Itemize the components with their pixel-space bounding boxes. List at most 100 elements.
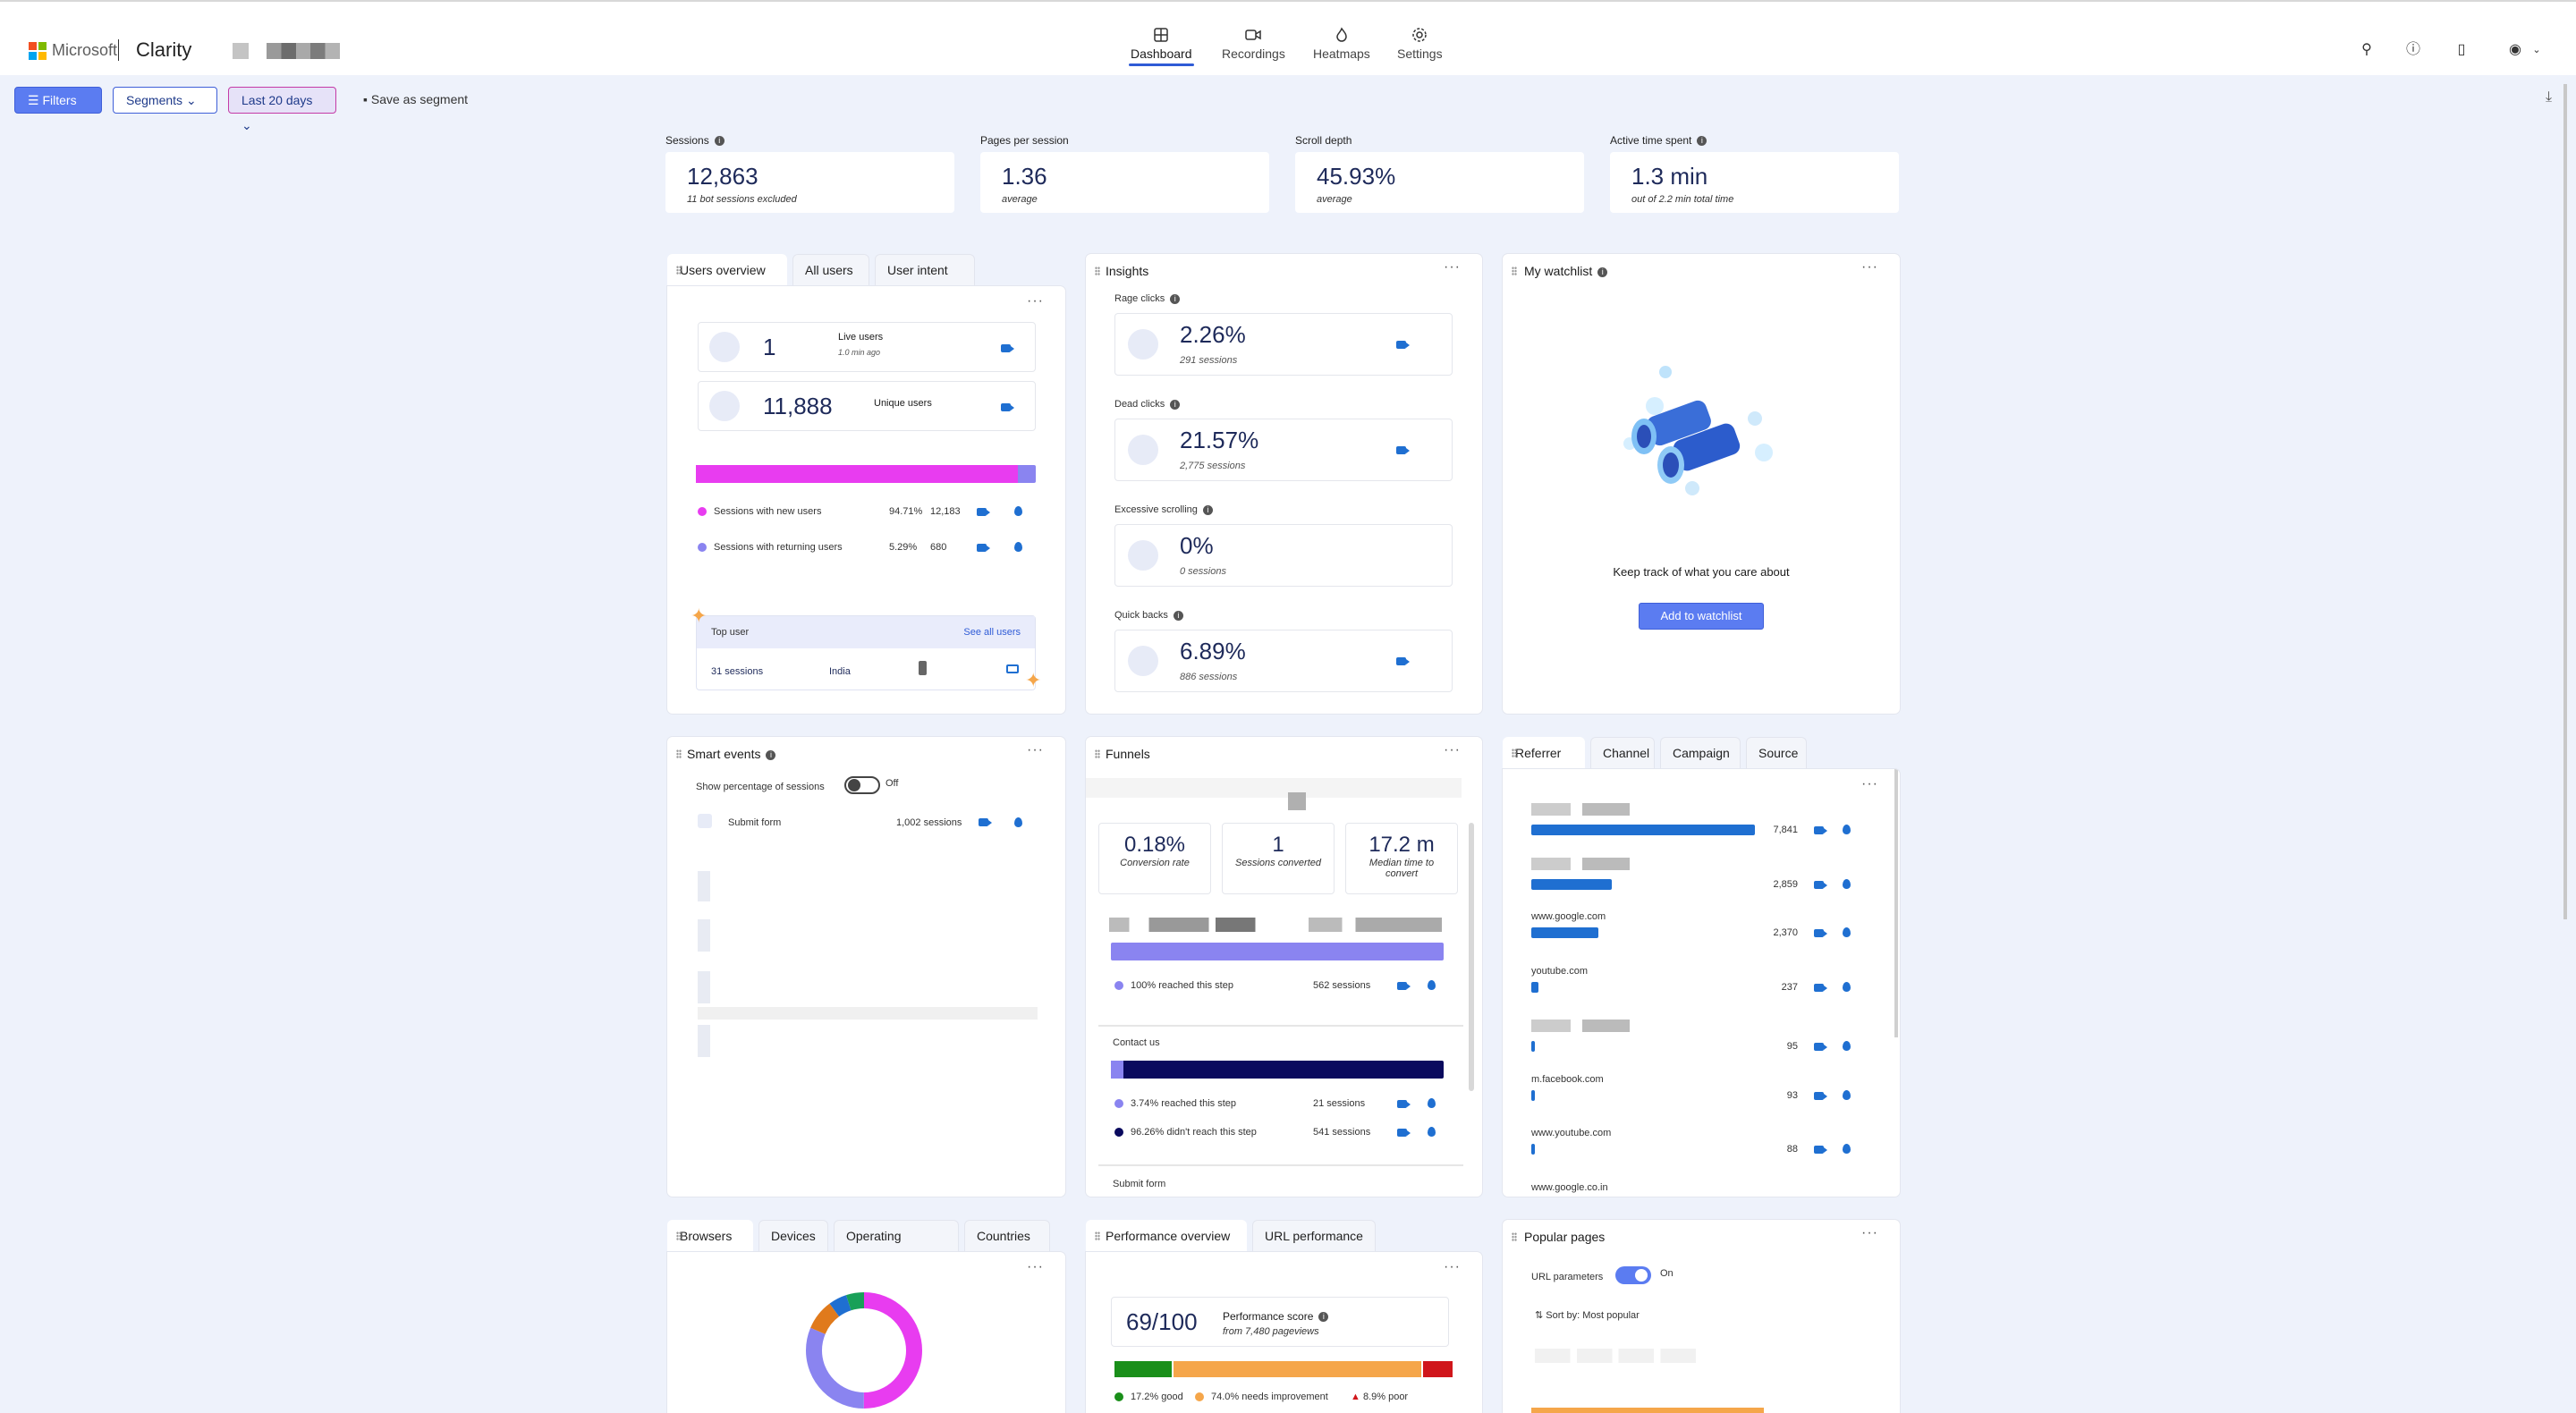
recordings-icon[interactable] [1814,880,1827,889]
recordings-icon[interactable] [1814,1043,1827,1051]
nav-heatmaps[interactable]: Heatmaps [1313,27,1370,61]
account-icon[interactable]: ◉ [2509,42,2521,57]
tab-browsers[interactable]: Browsers [667,1220,753,1252]
download-icon[interactable]: ⤓ [2546,89,2553,105]
tab-campaign[interactable]: Campaign [1660,737,1741,769]
heatmap-icon[interactable] [1843,1144,1851,1154]
drag-handle[interactable] [1095,267,1100,275]
tab-operating-systems[interactable]: Operating systems [834,1220,959,1275]
more-options-icon[interactable]: ··· [1861,1225,1878,1240]
add-to-watchlist-button[interactable]: Add to watchlist [1639,603,1764,630]
recordings-icon[interactable] [1814,929,1827,937]
more-options-icon[interactable]: ··· [1861,259,1878,275]
id-card-icon[interactable] [1006,664,1019,673]
more-options-icon[interactable]: ··· [1444,1259,1461,1274]
event-submit-form[interactable]: Submit form [728,817,782,828]
referrer-row[interactable]: 95 [1531,1020,1880,1061]
recordings-icon[interactable] [1397,982,1411,990]
heatmap-icon[interactable] [1843,927,1851,937]
project-avatar[interactable] [233,43,249,59]
drag-handle[interactable] [1512,749,1517,757]
segments-button[interactable]: Segments ⌄ [113,87,217,114]
drag-handle[interactable] [1095,749,1100,758]
url-params-toggle[interactable] [1615,1266,1651,1284]
more-options-icon[interactable]: ··· [1444,742,1461,757]
excessive-scrolling-card[interactable]: 0% 0 sessions [1114,524,1453,587]
heatmap-icon[interactable] [1843,878,1851,889]
referrer-row[interactable]: m.facebook.com 93 [1531,1074,1880,1115]
more-options-icon[interactable]: ··· [1027,742,1044,757]
percentage-toggle[interactable] [844,776,880,794]
tab-users-overview[interactable]: Users overview [667,254,787,286]
heatmap-icon[interactable] [1843,1089,1851,1100]
more-options-icon[interactable]: ··· [1444,259,1461,275]
recordings-icon[interactable] [1001,403,1014,411]
sort-dropdown[interactable]: ⇅ Sort by: Most popular [1535,1310,1640,1321]
tab-performance-overview[interactable]: Performance overview [1086,1220,1247,1252]
recordings-icon[interactable] [1396,657,1410,665]
referrer-row[interactable]: 2,859 [1531,857,1880,899]
heatmap-icon[interactable] [1014,817,1022,827]
save-segment-button[interactable]: ▪ Save as segment [363,92,468,106]
tab-source[interactable]: Source [1746,737,1807,769]
recordings-icon[interactable] [1814,826,1827,834]
share-icon[interactable]: ⚲ [2361,42,2372,57]
heatmap-icon[interactable] [1843,1041,1851,1051]
heatmap-icon[interactable] [1428,1098,1436,1108]
drag-handle[interactable] [676,749,682,758]
more-options-icon[interactable]: ··· [1027,293,1044,309]
drag-handle[interactable] [1095,1231,1100,1240]
nav-settings[interactable]: Settings [1397,27,1443,61]
tab-countries[interactable]: Countries [964,1220,1050,1252]
scrollbar[interactable] [1469,823,1474,1091]
tab-devices[interactable]: Devices [758,1220,828,1252]
referrer-row[interactable]: youtube.com 237 [1531,966,1880,1007]
drag-handle[interactable] [1512,1232,1517,1241]
filters-button[interactable]: ☰ Filters [14,87,102,114]
nav-recordings[interactable]: Recordings [1222,27,1285,61]
recordings-icon[interactable] [1814,1146,1827,1154]
tab-channel[interactable]: Channel [1590,737,1655,769]
see-all-users-link[interactable]: See all users [963,627,1021,638]
heatmap-icon[interactable] [1014,542,1022,552]
recordings-icon[interactable] [1397,1100,1411,1108]
recordings-icon[interactable] [1396,341,1410,349]
referrer-row[interactable]: www.google.co.in [1531,1182,1880,1197]
heatmap-icon[interactable] [1843,825,1851,834]
nav-dashboard[interactable]: Dashboard [1129,27,1193,66]
page-scrollbar[interactable] [2563,84,2567,919]
recordings-icon[interactable] [1814,1091,1827,1100]
more-options-icon[interactable]: ··· [1861,776,1878,791]
recordings-icon[interactable] [1397,1129,1411,1137]
heatmap-icon[interactable] [1014,506,1022,516]
referrer-row[interactable]: www.youtube.com 88 [1531,1128,1880,1169]
tab-url-performance[interactable]: URL performance [1252,1220,1376,1252]
scrollbar[interactable] [1894,769,1898,1037]
drag-handle[interactable] [676,1231,682,1240]
heatmap-icon[interactable] [1843,981,1851,992]
recordings-icon[interactable] [977,544,990,552]
tab-all-users[interactable]: All users [792,254,869,286]
referrer-row[interactable]: www.google.com 2,370 [1531,911,1880,952]
heatmap-icon[interactable] [1428,980,1436,990]
recordings-icon[interactable] [1396,446,1410,454]
recordings-icon[interactable] [1001,344,1014,352]
document-icon[interactable]: ▯ [2457,42,2466,57]
heatmap-icon[interactable] [1428,1127,1436,1137]
quick-backs-card[interactable]: 6.89% 886 sessions [1114,630,1453,692]
brand-app-name[interactable]: Clarity [136,38,192,61]
referrer-row[interactable]: 7,841 [1531,803,1880,844]
dead-clicks-card[interactable]: 21.57% 2,775 sessions [1114,419,1453,481]
more-options-icon[interactable]: ··· [1027,1259,1044,1274]
project-name-redacted[interactable] [267,43,340,59]
help-icon[interactable]: ⓘ [2405,42,2420,57]
recordings-icon[interactable] [1814,983,1827,992]
drag-handle[interactable] [676,266,682,275]
date-range-button[interactable]: Last 20 days ⌄ [228,87,336,132]
tab-user-intent[interactable]: User intenti [875,254,975,309]
drag-handle[interactable] [1512,267,1517,275]
recordings-icon[interactable] [979,818,992,826]
recordings-icon[interactable] [977,508,990,516]
chevron-down-icon[interactable]: ⌄ [2532,45,2541,55]
rage-clicks-card[interactable]: 2.26% 291 sessions [1114,313,1453,376]
